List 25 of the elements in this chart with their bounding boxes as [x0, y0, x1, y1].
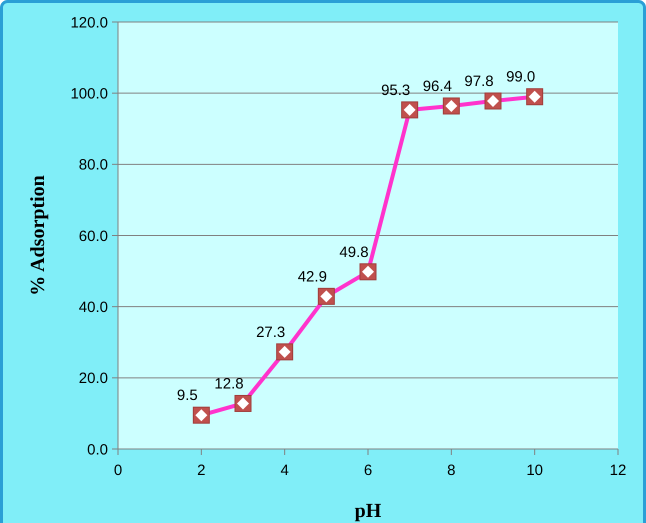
data-label: 49.8: [339, 244, 369, 261]
y-tick-label: 60.0: [78, 228, 108, 245]
y-tick-label: 0.0: [87, 441, 108, 458]
x-tick-label: 10: [526, 462, 544, 479]
y-tick-label: 100.0: [70, 85, 108, 102]
y-tick-label: 120.0: [70, 14, 108, 32]
data-label: 96.4: [422, 78, 452, 95]
data-label: 27.3: [256, 324, 286, 341]
data-label: 42.9: [298, 268, 327, 286]
data-label: 9.5: [176, 387, 198, 404]
x-tick-label: 6: [364, 462, 372, 479]
x-tick-label: 4: [280, 462, 289, 479]
x-tick-label: 12: [610, 462, 626, 479]
data-label: 12.8: [214, 375, 244, 392]
y-tick-label: 80.0: [78, 156, 108, 174]
data-label: 97.8: [464, 72, 494, 90]
x-axis-title: pH: [354, 500, 382, 522]
x-tick-label: 2: [197, 462, 206, 479]
data-label: 99.0: [506, 68, 536, 86]
x-tick-label: 0: [114, 462, 122, 479]
y-tick-label: 40.0: [78, 298, 108, 316]
data-label: 95.3: [381, 82, 410, 99]
y-tick-label: 20.0: [78, 370, 108, 388]
y-axis-title: % Adsorption: [27, 175, 49, 296]
x-tick-label: 8: [447, 462, 456, 479]
